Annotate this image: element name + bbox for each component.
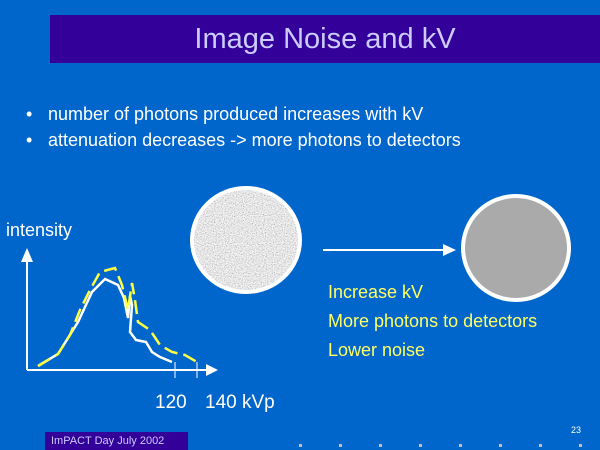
note-line: Lower noise	[328, 340, 426, 360]
note-line: More photons to detectors	[328, 311, 538, 331]
notes: Increase kV More photons to detectors Lo…	[328, 278, 537, 365]
bullet-item: attenuation decreases -> more photons to…	[26, 127, 461, 153]
footer-dots	[299, 444, 582, 447]
bullet-list: number of photons produced increases wit…	[26, 101, 461, 153]
spectrum-140kvp	[37, 266, 198, 368]
page-number: 23	[571, 425, 582, 435]
bullet-item: number of photons produced increases wit…	[26, 101, 461, 127]
footer-label: ImPACT Day July 2002	[45, 432, 188, 450]
slide-title: Image Noise and kV	[50, 15, 600, 63]
tick-label-140: 140 kVp	[205, 392, 275, 413]
axes	[21, 248, 218, 378]
spectrum-120kvp	[37, 277, 173, 368]
tick-label-120: 120	[155, 392, 187, 413]
note-line: Increase kV	[328, 282, 424, 302]
arrow-icon	[443, 244, 456, 256]
low-noise-image	[461, 194, 571, 302]
y-axis-label: intensity	[6, 220, 73, 240]
